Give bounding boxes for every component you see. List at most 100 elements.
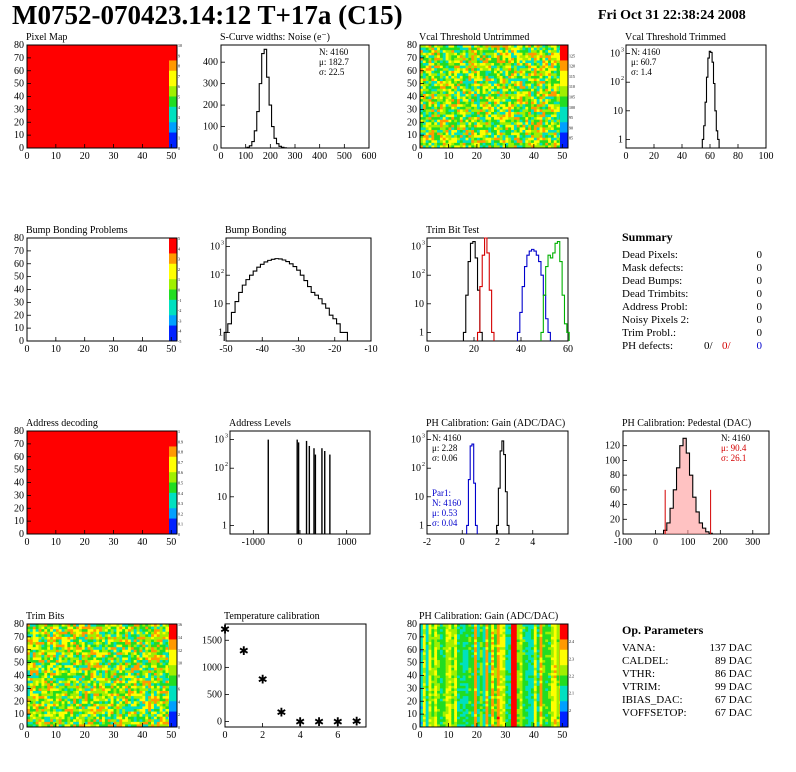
heatmap-cell: [428, 693, 432, 697]
heatmap-cell: [459, 78, 464, 82]
heatmap-cell: [47, 696, 51, 700]
heatmap-cell: [27, 696, 31, 700]
heatmap-cell: [439, 70, 444, 74]
heatmap-cell: [148, 711, 152, 715]
y-tick-label: 0: [615, 529, 620, 540]
heatmap-cell: [153, 654, 158, 658]
heatmap-cell: [513, 78, 518, 82]
heatmap-cell: [156, 667, 161, 671]
heatmap-cell: [73, 703, 77, 707]
heatmap-cell: [139, 634, 143, 638]
heatmap-cell: [439, 145, 444, 149]
heatmap-cell: [113, 649, 117, 653]
heatmap-cell: [38, 626, 42, 630]
heatmap-cell: [142, 675, 146, 679]
heatmap-cell: [153, 675, 158, 679]
heatmap-cell: [104, 680, 109, 684]
heatmap-cell: [468, 104, 472, 108]
heatmap-cell: [533, 75, 538, 79]
heatmap-cell: [76, 693, 80, 697]
heatmap-cell: [479, 88, 484, 92]
heatmap-cell: [550, 132, 555, 136]
heatmap-cell: [513, 70, 518, 74]
heatmap-cell: [491, 145, 495, 149]
heatmap-cell: [553, 99, 558, 103]
heatmap-cell: [145, 724, 149, 728]
heatmap-cell: [457, 81, 461, 85]
heatmap-cell: [499, 101, 503, 105]
heatmap-cell: [485, 104, 489, 108]
heatmap-cell: [52, 662, 57, 666]
heatmap-cell: [553, 129, 558, 133]
heatmap-cell: [439, 86, 444, 90]
heatmap-cell: [499, 88, 503, 92]
heatmap-cell: [50, 672, 54, 676]
heatmap-cell: [76, 667, 80, 671]
heatmap-cell: [496, 99, 501, 103]
heatmap-cell: [468, 63, 472, 66]
heatmap-cell: [525, 73, 529, 77]
heatmap-cell: [431, 636, 435, 640]
heatmap-cell: [442, 132, 447, 136]
heatmap-cell: [479, 129, 484, 133]
y-tick-label: 80: [14, 426, 24, 437]
heatmap-cell: [496, 114, 501, 118]
heatmap-cell: [27, 654, 31, 658]
colorbar-tick-label: 1: [178, 429, 180, 434]
heatmap-cell: [428, 111, 432, 115]
heatmap-cell: [159, 665, 163, 669]
heatmap-cell: [27, 706, 31, 710]
heatmap-cell: [437, 654, 441, 658]
y-tick-label: 80: [14, 40, 24, 51]
heatmap-cell: [428, 634, 432, 638]
heatmap-cell: [542, 106, 546, 110]
heatmap-cell: [165, 670, 169, 674]
heatmap-cell: [445, 52, 449, 56]
heatmap-cell: [47, 706, 51, 710]
y-tick-label: 10: [411, 435, 421, 446]
heatmap-cell: [516, 81, 521, 85]
heatmap-cell: [476, 83, 481, 87]
heatmap-cell: [519, 111, 523, 115]
heatmap-cell: [27, 629, 31, 633]
heatmap-cell: [116, 703, 120, 707]
heatmap-cell: [96, 680, 100, 684]
heatmap-cell: [474, 83, 478, 87]
heatmap-cell: [104, 706, 109, 710]
scatter-point: ✱: [220, 622, 230, 636]
heatmap-cell: [139, 716, 143, 720]
heatmap-cell: [439, 132, 444, 136]
heatmap-cell: [41, 706, 45, 710]
heatmap-cell: [165, 672, 169, 676]
heatmap-cell: [29, 662, 34, 666]
heatmap-cell: [38, 693, 42, 697]
heatmap-cell: [556, 70, 560, 74]
heatmap-cell: [110, 647, 114, 651]
heatmap-cell: [494, 129, 498, 133]
heatmap-cell: [104, 629, 109, 633]
heatmap-cell: [502, 104, 506, 108]
heatmap-cell: [58, 680, 63, 684]
heatmap-cell: [139, 639, 143, 643]
heatmap-cell: [90, 667, 94, 671]
heatmap-cell: [70, 711, 74, 715]
heatmap-cell: [142, 665, 146, 669]
heatmap-cell: [55, 634, 60, 638]
heatmap-cell: [136, 649, 140, 653]
heatmap-cell: [550, 63, 555, 66]
x-tick-label: 500: [337, 151, 352, 162]
heatmap-cell: [104, 644, 109, 648]
heatmap-cell: [528, 91, 532, 95]
heatmap-cell: [505, 135, 509, 139]
heatmap-cell: [425, 142, 429, 146]
heatmap-cell: [87, 672, 91, 676]
heatmap-cell: [81, 708, 86, 712]
heatmap-cell: [99, 649, 103, 653]
heatmap-cell: [545, 70, 549, 74]
heatmap-cell: [476, 52, 481, 56]
heatmap-cell: [35, 698, 39, 702]
x-tick-label: 4: [298, 730, 303, 741]
heatmap-cell: [27, 678, 31, 682]
y-tick-label: 20: [14, 696, 24, 707]
heatmap-cell: [428, 65, 432, 69]
